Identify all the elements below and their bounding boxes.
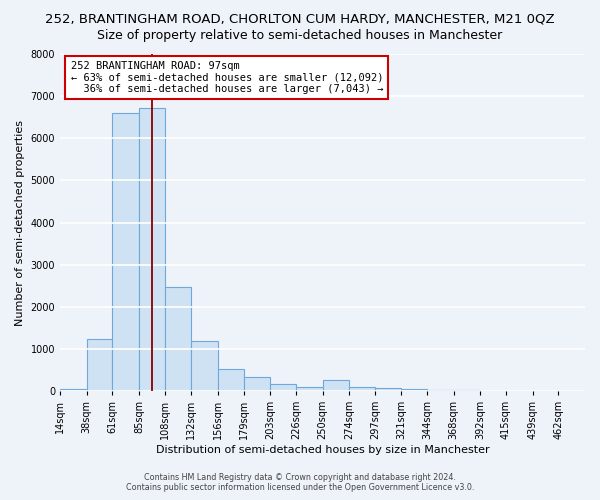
Bar xyxy=(164,286,191,391)
Bar xyxy=(191,341,218,391)
Bar xyxy=(323,380,349,391)
Bar xyxy=(244,377,270,391)
X-axis label: Distribution of semi-detached houses by size in Manchester: Distribution of semi-detached houses by … xyxy=(156,445,490,455)
Bar xyxy=(349,387,375,391)
Bar xyxy=(218,369,244,391)
Bar xyxy=(139,108,164,391)
Text: Size of property relative to semi-detached houses in Manchester: Size of property relative to semi-detach… xyxy=(97,28,503,42)
Bar xyxy=(270,384,296,391)
Bar xyxy=(112,113,139,391)
Bar xyxy=(427,390,454,391)
Text: Contains HM Land Registry data © Crown copyright and database right 2024.
Contai: Contains HM Land Registry data © Crown c… xyxy=(126,473,474,492)
Text: 252 BRANTINGHAM ROAD: 97sqm
← 63% of semi-detached houses are smaller (12,092)
 : 252 BRANTINGHAM ROAD: 97sqm ← 63% of sem… xyxy=(71,60,383,94)
Bar xyxy=(296,387,323,391)
Bar xyxy=(87,339,112,391)
Text: 252, BRANTINGHAM ROAD, CHORLTON CUM HARDY, MANCHESTER, M21 0QZ: 252, BRANTINGHAM ROAD, CHORLTON CUM HARD… xyxy=(45,12,555,26)
Bar xyxy=(401,389,427,391)
Bar xyxy=(60,388,87,391)
Bar xyxy=(454,390,481,391)
Bar xyxy=(375,388,401,391)
Y-axis label: Number of semi-detached properties: Number of semi-detached properties xyxy=(15,120,25,326)
